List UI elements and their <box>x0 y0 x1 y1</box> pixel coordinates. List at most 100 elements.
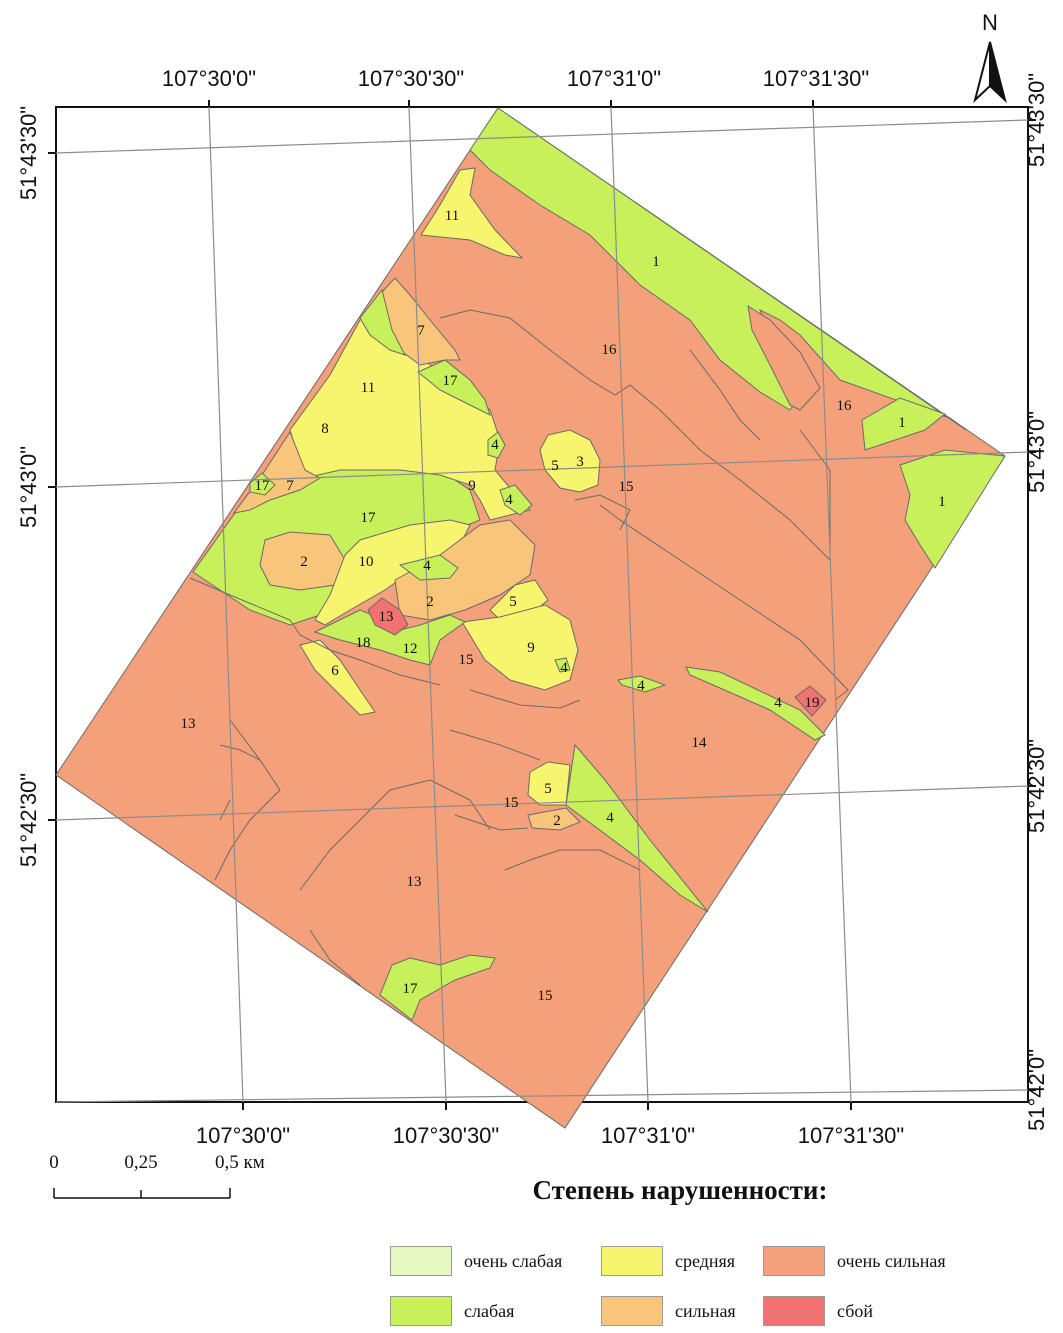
bottom-lon-label: 107°31'30" <box>798 1123 904 1148</box>
zone-label: 11 <box>445 208 459 224</box>
scale-label-0: 0 <box>49 1152 59 1173</box>
zone-label: 4 <box>491 437 499 453</box>
zone-weak-4-triangle <box>565 743 709 913</box>
zone-label: 18 <box>356 635 371 651</box>
legend-swatch <box>601 1246 663 1276</box>
top-lon-label: 107°31'30" <box>763 66 869 91</box>
legend-label: сбой <box>837 1300 873 1321</box>
top-lon-labels: 107°30'0" 107°30'30" 107°31'0" 107°31'30… <box>162 66 869 91</box>
zone-label: 15 <box>504 795 519 811</box>
zone-label: 4 <box>774 695 782 711</box>
zone-label: 1 <box>938 494 946 510</box>
zone-label: 9 <box>468 478 476 494</box>
zone-label: 4 <box>423 558 431 574</box>
scale-label-mid: 0,25 <box>124 1152 157 1173</box>
scale-label-end: 0,5 км <box>215 1152 265 1173</box>
legend-label: очень слабая <box>464 1250 563 1271</box>
left-lat-label: 51°43'30" <box>16 106 41 200</box>
zone-weak-17-small <box>249 472 276 496</box>
zone-label: 4 <box>505 492 513 508</box>
zone-label: 8 <box>321 421 329 437</box>
bottom-lon-label: 107°30'30" <box>393 1123 499 1148</box>
bottom-lon-labels: 107°30'0" 107°30'30" 107°31'0" 107°31'30… <box>196 1123 904 1148</box>
right-lat-label: 51°42'0" <box>1024 1049 1049 1131</box>
legend-item-very-strong: очень сильная <box>763 1245 946 1277</box>
right-lat-label: 51°43'30" <box>1024 73 1049 167</box>
legend-swatch <box>763 1246 825 1276</box>
zone-strong-2-center <box>394 519 536 621</box>
zone-label: 17 <box>403 981 419 997</box>
zone-label: 2 <box>426 594 434 610</box>
zone-weak-left-strip <box>359 288 407 356</box>
zone-weak-17-mid <box>417 359 491 416</box>
zone-label: 1 <box>652 254 660 270</box>
north-arrow-icon: N <box>973 10 1007 104</box>
graticule <box>55 106 1029 1103</box>
left-lat-label: 51°42'30" <box>16 773 41 867</box>
legend-label: сильная <box>675 1300 736 1321</box>
zone-label: 15 <box>619 479 634 495</box>
zone-label: 19 <box>805 695 820 711</box>
zone-boundaries <box>189 309 849 986</box>
bottom-lon-label: 107°30'0" <box>196 1123 290 1148</box>
zone-medium-5-bottom <box>527 761 571 806</box>
zone-label: 14 <box>692 735 708 751</box>
legend-label: очень сильная <box>837 1250 946 1271</box>
top-lon-label: 107°30'0" <box>162 66 256 91</box>
left-lat-label: 51°43'0" <box>16 446 41 528</box>
zone-failure-19 <box>794 685 827 717</box>
legend-title: Степень нарушенности: <box>532 1175 828 1205</box>
zone-label: 17 <box>255 478 271 494</box>
zone-label: 15 <box>459 652 474 668</box>
zone-label: 15 <box>538 988 553 1004</box>
zone-label: 3 <box>576 454 584 470</box>
zone-strong-2-bottom <box>527 807 581 831</box>
legend-swatch <box>763 1296 825 1326</box>
zone-label: 5 <box>551 458 559 474</box>
legend-label: средняя <box>675 1250 736 1271</box>
zone-weak-1-east-a <box>861 397 947 451</box>
legend-swatch <box>390 1296 452 1326</box>
zone-label: 4 <box>637 678 645 694</box>
zone-label: 13 <box>181 716 196 732</box>
zone-weak-4-a <box>487 431 506 459</box>
zone-label: 13 <box>379 609 394 625</box>
north-label: N <box>982 10 998 35</box>
zone-label: 6 <box>331 663 339 679</box>
zone-label: 16 <box>837 398 853 414</box>
right-lat-label: 51°43'0" <box>1024 411 1049 493</box>
zone-label: 10 <box>359 554 374 570</box>
zone-medium-11-top <box>420 167 524 259</box>
left-lat-labels: 51°43'30" 51°43'0" 51°42'30" <box>16 106 41 867</box>
frame-ticks <box>48 100 1036 1110</box>
zone-weak-4-small-c <box>554 657 571 673</box>
zone-failure-13 <box>367 597 409 636</box>
top-lon-label: 107°30'30" <box>358 66 464 91</box>
top-lon-label: 107°31'0" <box>567 66 661 91</box>
zone-label: 2 <box>300 554 308 570</box>
right-lat-label: 51°42'30" <box>1024 739 1049 833</box>
scale-bar: 0 0,25 0,5 км <box>49 1152 265 1199</box>
zone-label: 7 <box>286 478 294 494</box>
zone-very-strong-16-inner <box>747 304 821 411</box>
zone-weak-17-bottom <box>379 954 496 1021</box>
zone-label: 12 <box>403 641 418 657</box>
zone-label: 5 <box>509 594 517 610</box>
zone-label: 16 <box>602 342 618 358</box>
legend-item-medium: средняя <box>601 1245 735 1277</box>
zone-label: 11 <box>361 380 375 396</box>
legend-item-strong: сильная <box>601 1295 736 1327</box>
zone-label: 17 <box>361 510 377 526</box>
zone-labels: 1 1 1 16 16 11 7 17 11 8 4 9 5 3 15 17 7… <box>181 208 946 1004</box>
zone-label: 13 <box>407 874 422 890</box>
zone-label: 17 <box>443 373 459 389</box>
zone-label: 4 <box>560 660 568 676</box>
legend-label: слабая <box>464 1300 515 1321</box>
zone-label: 7 <box>417 323 425 339</box>
zone-label: 4 <box>606 810 614 826</box>
legend-item-failure: сбой <box>763 1295 873 1327</box>
legend-swatch <box>390 1246 452 1276</box>
legend-swatch <box>601 1296 663 1326</box>
zone-weak-4-strip-a <box>617 675 667 693</box>
